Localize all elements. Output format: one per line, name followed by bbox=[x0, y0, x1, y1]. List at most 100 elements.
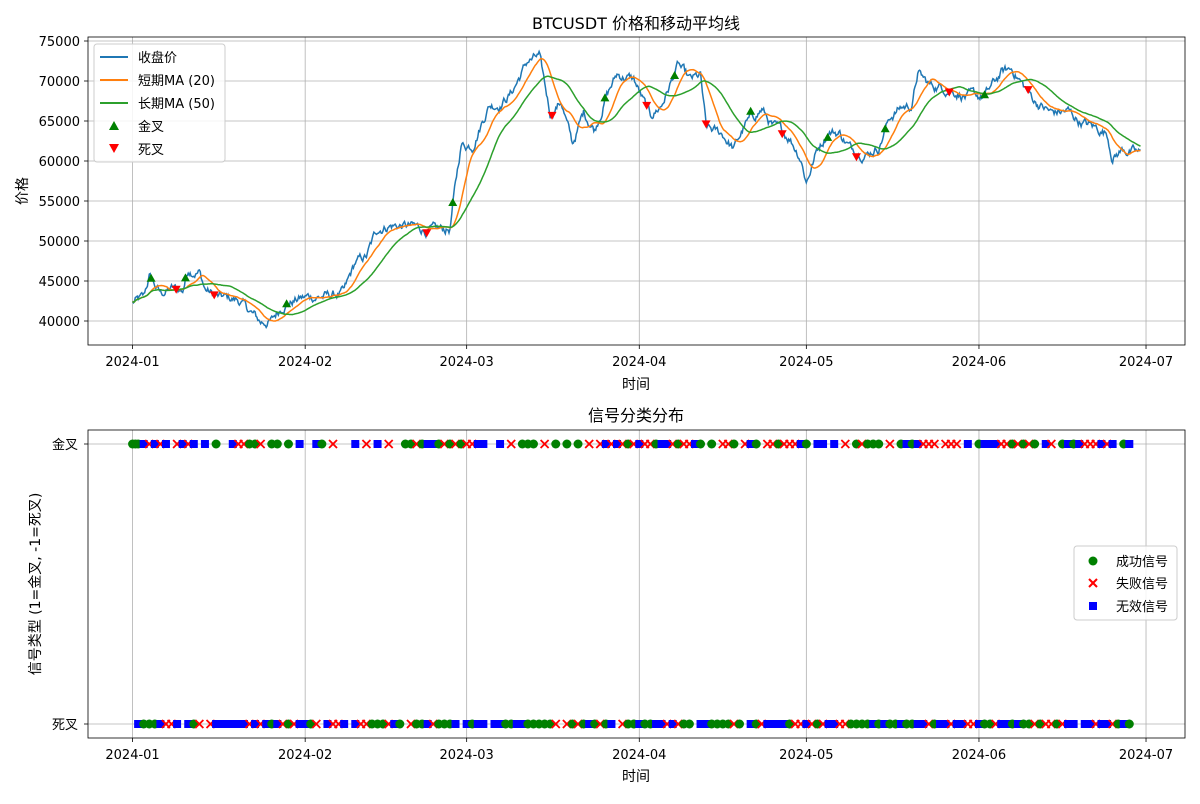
golden-invalid-signal bbox=[986, 440, 995, 448]
death-invalid-signal bbox=[390, 720, 399, 728]
death-invalid-signal bbox=[696, 720, 705, 728]
death-invalid-signal bbox=[780, 720, 789, 728]
death-invalid-signal bbox=[340, 720, 349, 728]
death-invalid-signal bbox=[1080, 720, 1089, 728]
signal-x-tick-label: 2024-05 bbox=[779, 748, 833, 763]
death-invalid-signal bbox=[668, 720, 677, 728]
golden-invalid-signal bbox=[1041, 440, 1050, 448]
price-x-tick-label: 2024-01 bbox=[105, 355, 159, 370]
death-invalid-signal bbox=[952, 720, 961, 728]
death-success-signal bbox=[684, 719, 694, 729]
death-invalid-signal bbox=[1103, 720, 1112, 728]
legend-invalid-swatch bbox=[1089, 602, 1097, 610]
death-invalid-signal bbox=[295, 720, 304, 728]
death-invalid-signal bbox=[635, 720, 644, 728]
signal-x-tick-label: 2024-04 bbox=[612, 748, 666, 763]
cross-markers bbox=[146, 70, 1033, 308]
golden-success-signal bbox=[874, 439, 884, 449]
legend-fail-swatch bbox=[1088, 578, 1098, 588]
golden-invalid-signal bbox=[902, 440, 911, 448]
legend-golden-cross-label: 金叉 bbox=[138, 119, 164, 135]
death-invalid-signal bbox=[1119, 720, 1128, 728]
death-invalid-signal bbox=[919, 720, 928, 728]
signal-x-tick-label: 2024-06 bbox=[952, 748, 1006, 763]
legend-ma50-label: 长期MA (50) bbox=[138, 97, 215, 112]
golden-invalid-signal bbox=[1108, 440, 1117, 448]
price-y-tick-label: 75000 bbox=[39, 35, 80, 50]
death-cross-marker bbox=[851, 153, 861, 162]
golden-invalid-signal bbox=[178, 440, 187, 448]
price-x-tick-label: 2024-05 bbox=[779, 355, 833, 370]
golden-invalid-signal bbox=[479, 440, 488, 448]
golden-success-signal bbox=[707, 439, 717, 449]
golden-invalid-signal bbox=[819, 440, 828, 448]
golden-fail-signal bbox=[885, 439, 895, 449]
death-fail-signal bbox=[194, 719, 205, 729]
death-invalid-signal bbox=[473, 720, 482, 728]
golden-invalid-signal bbox=[813, 440, 822, 448]
golden-invalid-signal bbox=[913, 440, 922, 448]
death-invalid-signal bbox=[228, 720, 237, 728]
death-cross-marker bbox=[209, 291, 219, 300]
golden-invalid-signal bbox=[613, 440, 622, 448]
death-invalid-signal bbox=[974, 720, 983, 728]
price-x-tick-label: 2024-02 bbox=[278, 355, 332, 370]
ma20-line bbox=[132, 57, 1141, 322]
golden-cross-marker bbox=[823, 132, 833, 141]
signal-y-tick-label: 金叉 bbox=[52, 437, 78, 453]
golden-fail-signal bbox=[328, 439, 338, 449]
price-y-axis-label: 价格 bbox=[15, 177, 31, 205]
signal-legend-box bbox=[1073, 545, 1178, 621]
death-invalid-signal bbox=[997, 720, 1006, 728]
death-invalid-signal bbox=[134, 720, 143, 728]
golden-cross-marker bbox=[180, 273, 190, 282]
death-fail-signal bbox=[311, 719, 321, 729]
golden-invalid-signal bbox=[796, 440, 805, 448]
death-invalid-signal bbox=[897, 720, 906, 728]
death-invalid-signal bbox=[802, 720, 811, 728]
golden-invalid-signal bbox=[980, 440, 989, 448]
price-y-tick-label: 45000 bbox=[39, 275, 80, 290]
golden-invalid-signal bbox=[161, 440, 170, 448]
price-y-tick-label: 60000 bbox=[39, 155, 80, 170]
golden-invalid-signal bbox=[657, 440, 666, 448]
golden-invalid-signal bbox=[228, 440, 237, 448]
golden-fail-signal bbox=[952, 439, 962, 449]
death-invalid-signal bbox=[935, 720, 944, 728]
price-y-ticks: 40000 45000 50000 55000 60000 65000 70000 75000 bbox=[39, 35, 88, 330]
death-invalid-signal bbox=[223, 720, 232, 728]
golden-fail-signal bbox=[384, 439, 394, 449]
price-y-tick-label: 70000 bbox=[39, 75, 80, 90]
death-invalid-signal bbox=[869, 720, 878, 728]
price-x-ticks: 2024-01 2024-02 2024-03 2024-04 2024-05 2024-… bbox=[105, 345, 1173, 370]
signal-plot-area bbox=[88, 430, 1185, 738]
signal-x-tick-label: 2024-02 bbox=[278, 748, 332, 763]
death-invalid-signal bbox=[262, 720, 271, 728]
death-invalid-signal bbox=[512, 720, 521, 728]
signal-y-tick-label: 死叉 bbox=[52, 718, 78, 733]
signal-x-tick-label: 2024-07 bbox=[1119, 748, 1173, 763]
golden-invalid-signal bbox=[423, 440, 432, 448]
golden-fail-signal bbox=[1046, 439, 1056, 449]
golden-invalid-signal bbox=[473, 440, 482, 448]
golden-success-signal bbox=[211, 439, 221, 449]
signal-x-tick-label: 2024-01 bbox=[105, 748, 159, 763]
golden-fail-signal bbox=[539, 439, 550, 449]
signal-chart: 2024-01 2024-02 2024-03 2024-04 2024-05 2024-… bbox=[28, 406, 1186, 785]
death-cross-marker bbox=[1023, 86, 1033, 95]
death-invalid-signal bbox=[1086, 720, 1095, 728]
price-y-tick-label: 65000 bbox=[39, 115, 80, 130]
death-invalid-signal bbox=[1002, 720, 1011, 728]
price-plot-frame bbox=[87, 36, 1186, 346]
death-invalid-signal bbox=[1069, 720, 1078, 728]
golden-invalid-signal bbox=[1125, 440, 1134, 448]
golden-cross-marker bbox=[600, 93, 610, 102]
signal-markers bbox=[128, 439, 1134, 729]
death-invalid-signal bbox=[774, 720, 783, 728]
legend-close-label: 收盘价 bbox=[138, 50, 177, 66]
death-invalid-signal bbox=[212, 720, 221, 728]
death-invalid-signal bbox=[490, 720, 499, 728]
death-invalid-signal bbox=[1013, 720, 1022, 728]
